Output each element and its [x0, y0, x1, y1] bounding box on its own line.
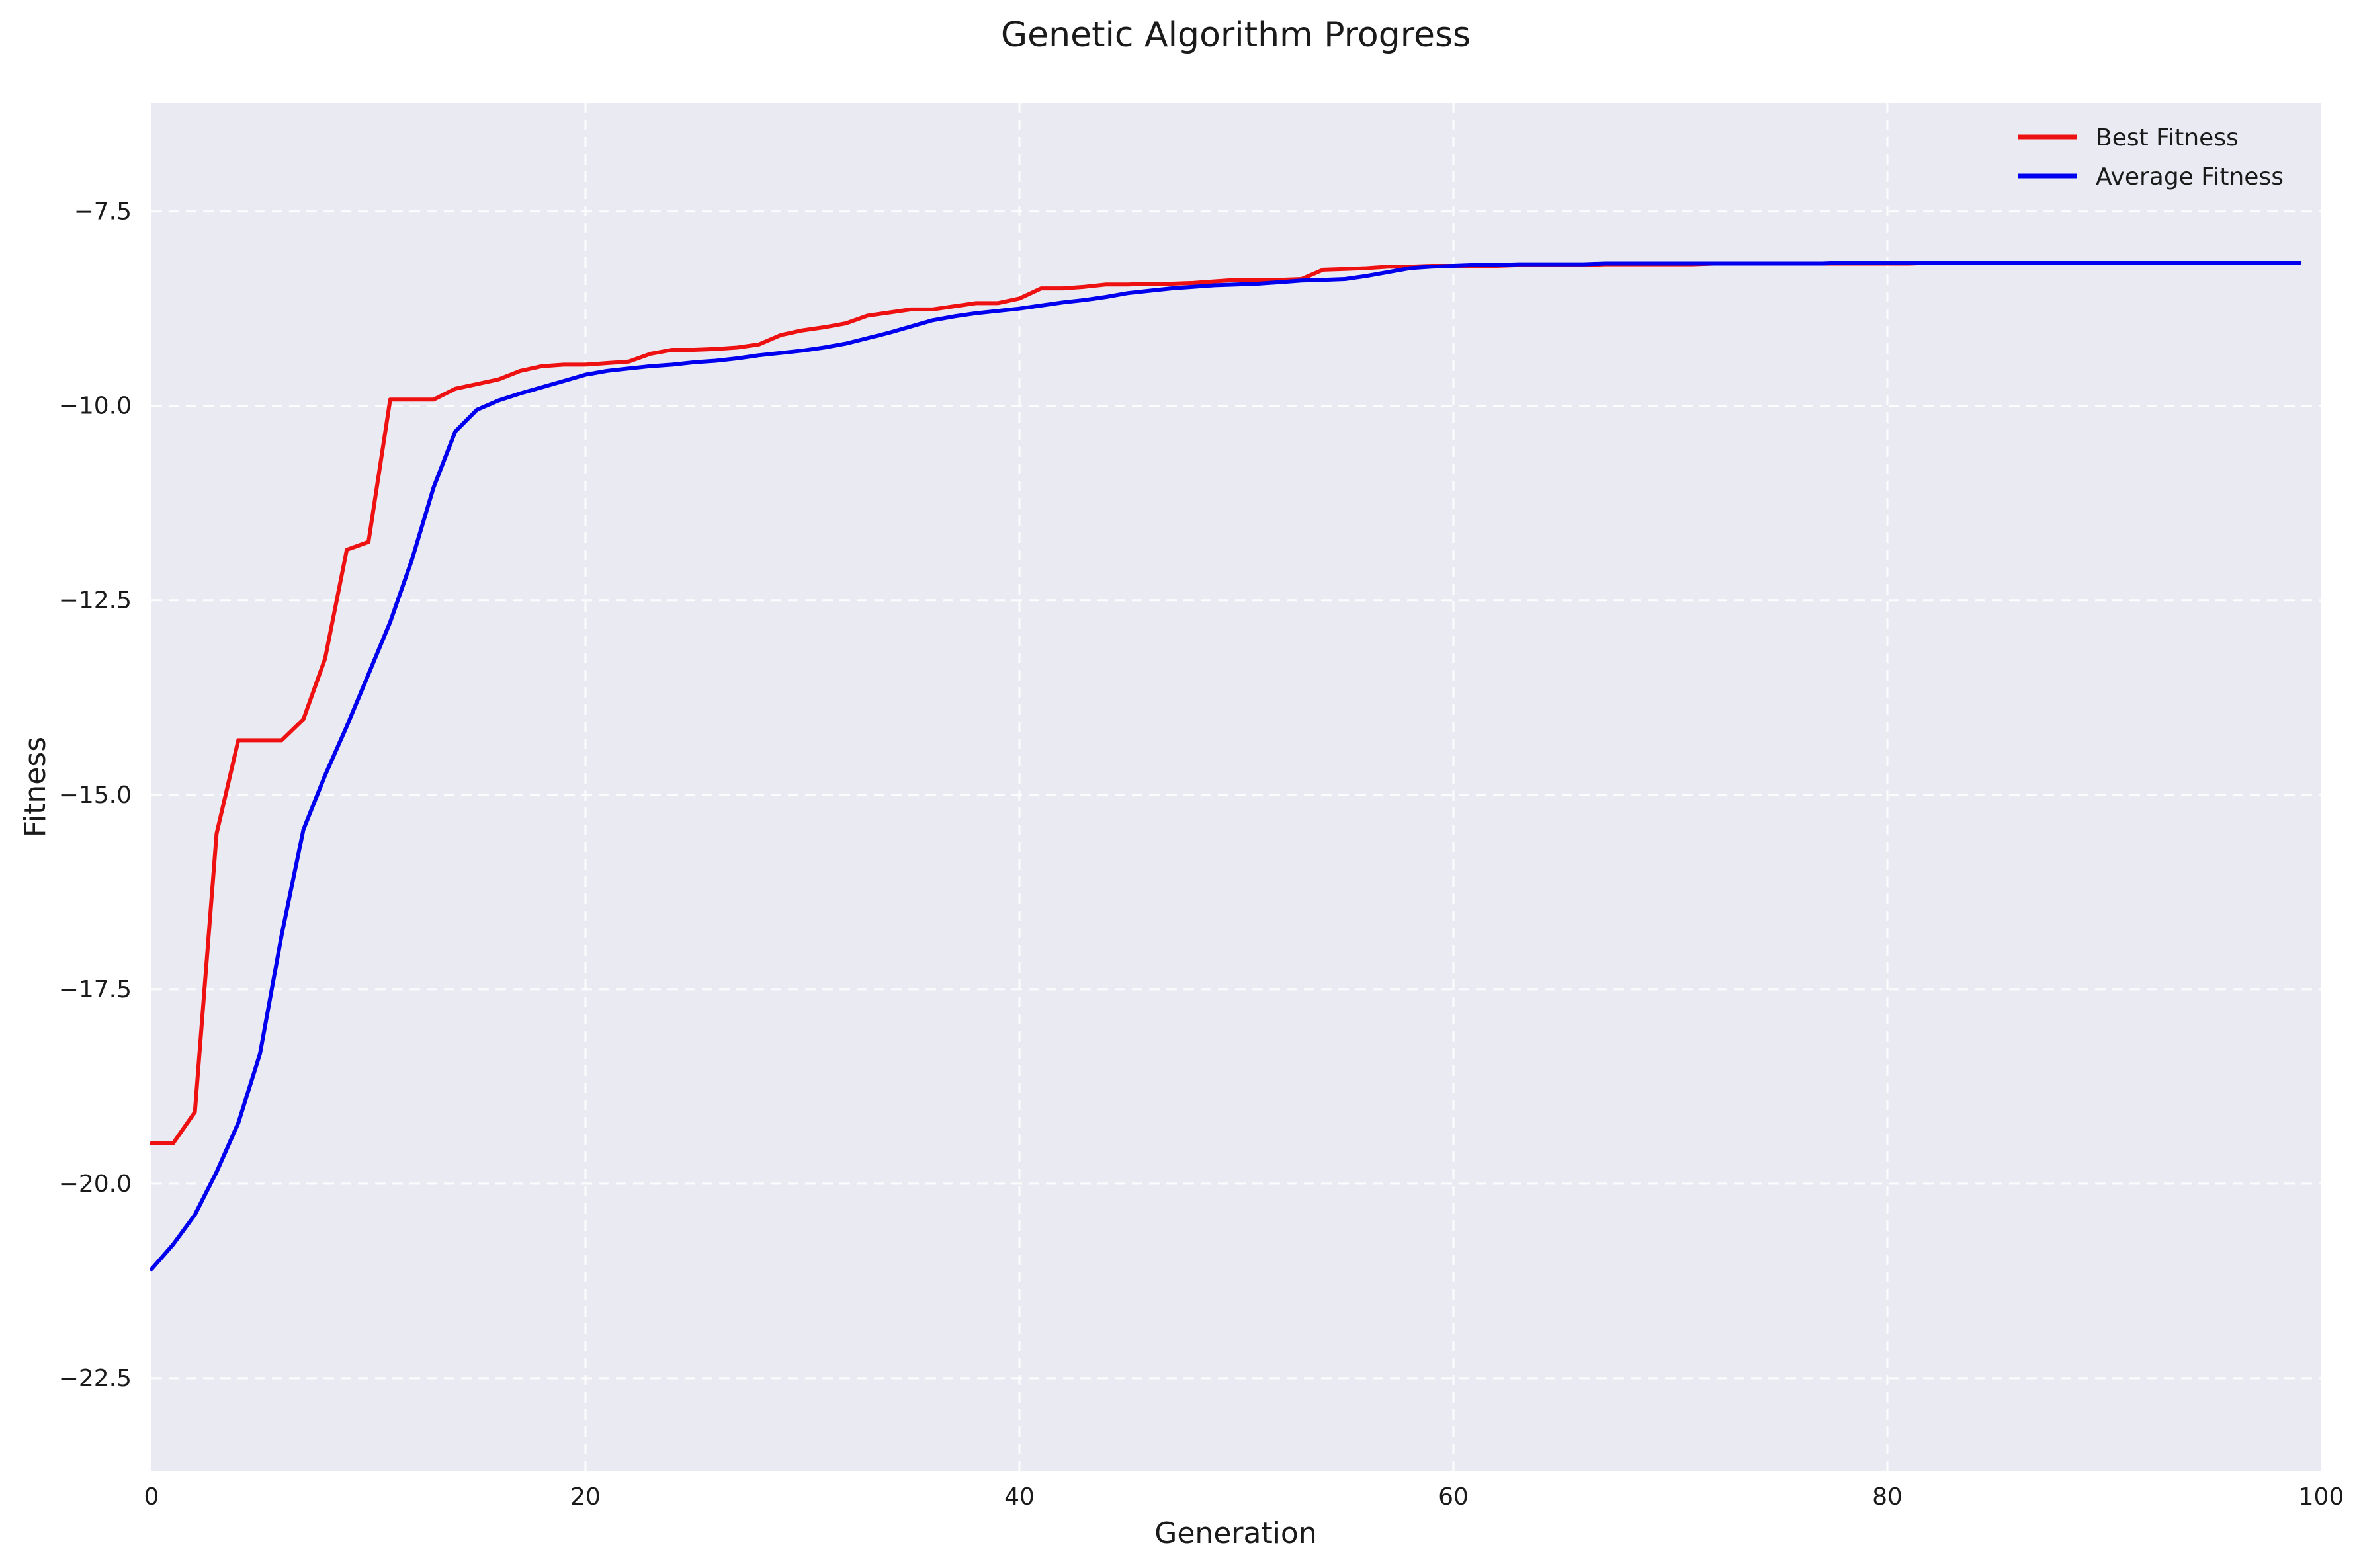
chart-title: Genetic Algorithm Progress [1001, 15, 1471, 55]
x-tick-label: 0 [144, 1483, 159, 1510]
legend-label-average-fitness: Average Fitness [2096, 163, 2284, 190]
y-tick-label: −15.0 [59, 782, 132, 809]
x-tick-label: 40 [1004, 1483, 1035, 1510]
series-line-average-fitness [150, 261, 2302, 1272]
x-axis-label: Generation [1154, 1516, 1316, 1550]
grid [151, 103, 2321, 1471]
y-tick-label: −22.5 [59, 1365, 132, 1392]
axis-ticks: 0 20 40 60 80 100 −22.5 −20.0 −17.5 −15.0 −12.5 −10… [59, 198, 2344, 1510]
y-tick-label: −20.0 [59, 1171, 132, 1198]
series-lines [150, 261, 2302, 1272]
legend-label-best-fitness: Best Fitness [2096, 124, 2239, 151]
plot-area [151, 103, 2321, 1471]
y-tick-label: −12.5 [59, 587, 132, 614]
y-axis-label: Fitness [19, 737, 52, 837]
x-tick-label: 20 [570, 1483, 601, 1510]
x-tick-label: 60 [1438, 1483, 1469, 1510]
y-tick-label: −10.0 [59, 393, 132, 420]
y-tick-label: −7.5 [74, 198, 132, 226]
legend: Best Fitness Average Fitness [2018, 124, 2284, 190]
y-tick-label: −17.5 [59, 976, 132, 1003]
x-tick-label: 80 [1872, 1483, 1903, 1510]
x-tick-label: 100 [2299, 1483, 2344, 1510]
